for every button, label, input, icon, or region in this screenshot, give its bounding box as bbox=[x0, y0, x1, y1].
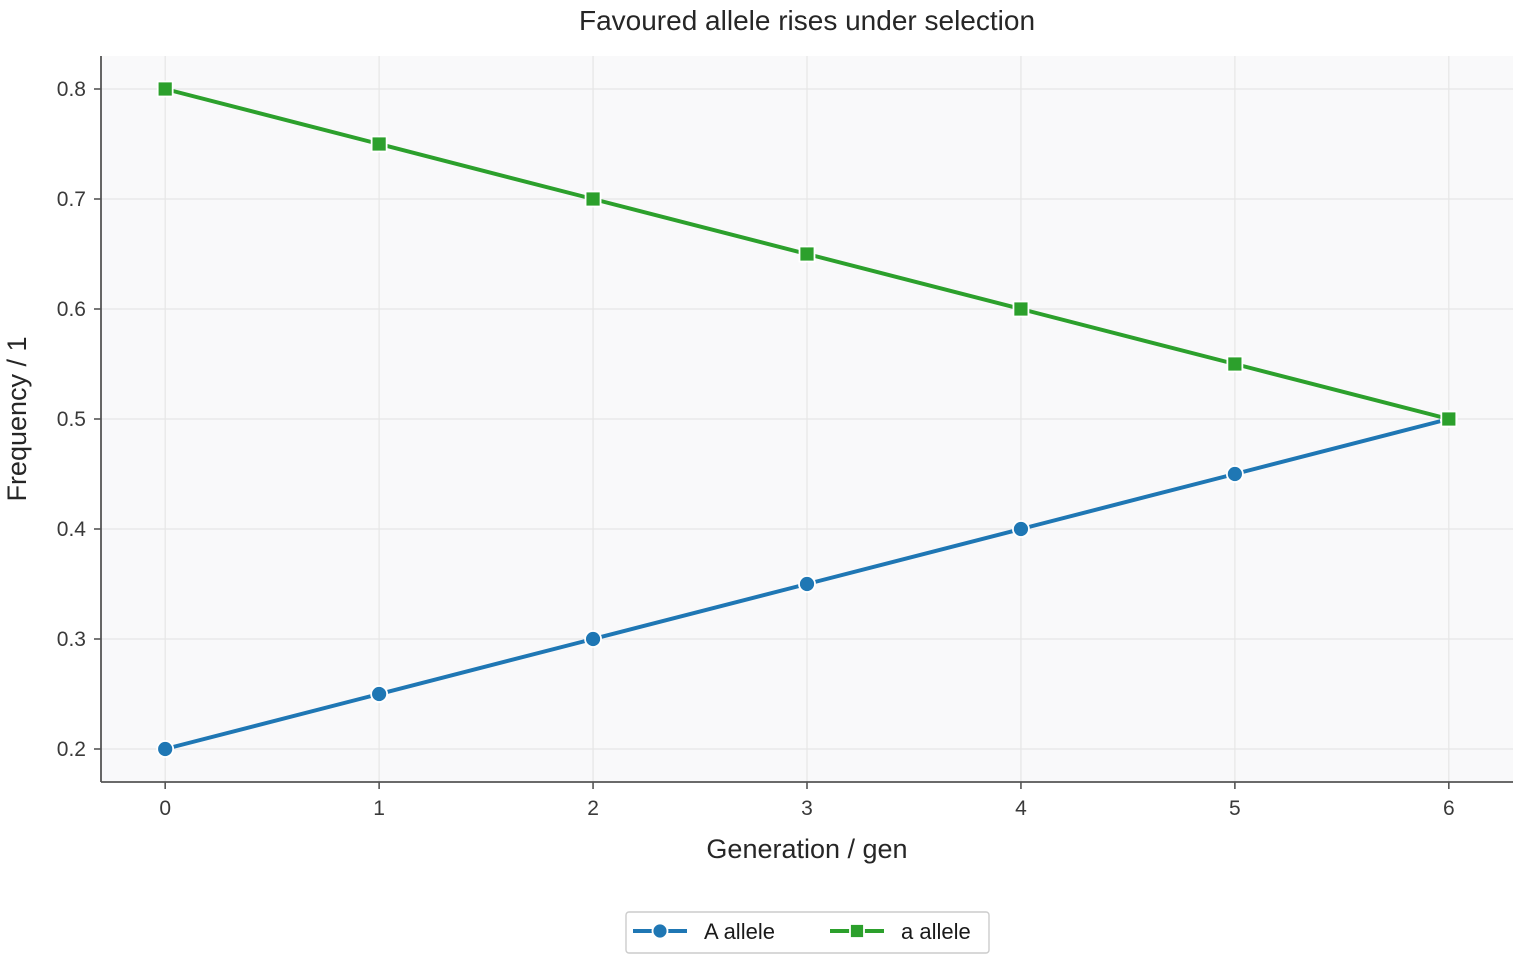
y-tick-label: 0.7 bbox=[57, 188, 86, 211]
series-1 bbox=[156, 80, 1458, 428]
x-tick-label: 1 bbox=[373, 797, 385, 820]
x-tick-label: 4 bbox=[1015, 797, 1027, 820]
legend-box bbox=[625, 911, 990, 954]
legend-marker bbox=[849, 923, 865, 939]
y-tick-label: 0.2 bbox=[57, 738, 86, 761]
x-tick-label: 5 bbox=[1229, 797, 1241, 820]
data-point bbox=[1225, 465, 1244, 483]
y-tick-label: 0.4 bbox=[57, 518, 87, 541]
data-point bbox=[798, 575, 816, 593]
y-tick-label: 0.6 bbox=[57, 298, 86, 321]
data-point bbox=[1012, 300, 1030, 318]
data-point bbox=[1440, 410, 1458, 428]
legend-item: A allele bbox=[633, 919, 775, 944]
legend-item: a allele bbox=[830, 919, 971, 944]
legend-label: A allele bbox=[704, 919, 775, 944]
x-tick-label: 0 bbox=[159, 797, 171, 820]
chart-title: Favoured allele rises under selection bbox=[579, 5, 1035, 36]
data-point bbox=[584, 190, 602, 208]
data-point bbox=[1226, 355, 1244, 373]
y-tick-label: 0.8 bbox=[57, 78, 86, 101]
legend: A allele a allele bbox=[625, 911, 990, 954]
x-tick-label: 6 bbox=[1443, 797, 1455, 820]
legend-marker bbox=[651, 922, 669, 940]
data-point bbox=[156, 80, 174, 98]
data-point bbox=[1012, 520, 1030, 538]
axes: 0 1 2 3 4 5 6 0.2 0.3 0.4 0.5 0.6 0.7 0.8 bbox=[57, 56, 1513, 820]
data-point bbox=[798, 245, 816, 263]
data-point bbox=[584, 630, 602, 648]
x-axis-label: Generation / gen bbox=[706, 834, 907, 864]
y-axis-label: Frequency / 1 bbox=[2, 336, 32, 501]
data-point bbox=[156, 740, 175, 758]
data-point bbox=[370, 135, 388, 153]
x-tick-label: 2 bbox=[587, 797, 599, 820]
y-tick-label: 0.5 bbox=[57, 408, 86, 431]
y-tick-label: 0.3 bbox=[57, 628, 86, 651]
series-layer bbox=[156, 80, 1458, 758]
x-tick-label: 3 bbox=[801, 797, 813, 820]
grid bbox=[101, 56, 1513, 782]
data-point bbox=[370, 685, 389, 703]
legend-label: a allele bbox=[901, 919, 971, 944]
